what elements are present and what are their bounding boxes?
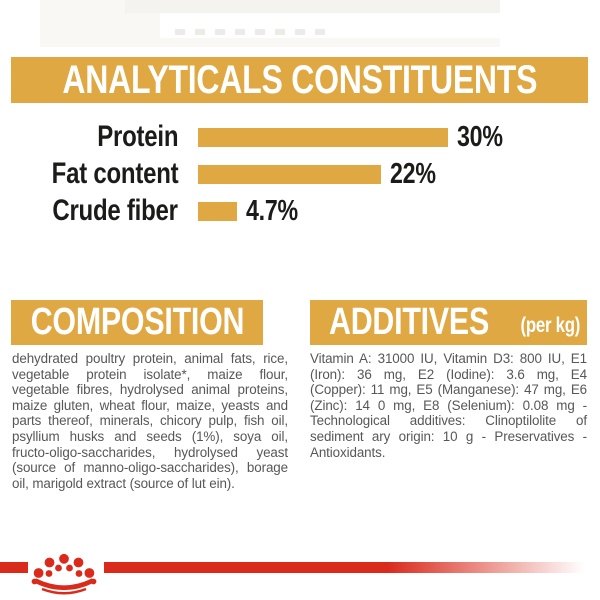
faded-artwork-dashes [175,29,335,35]
bar [198,127,448,147]
bar-label: Fat content [51,157,178,191]
bar [198,164,382,184]
chart-row: Crude fiber 4.7% [0,194,600,227]
additives-title: ADDITIVES [329,301,490,343]
additives-unit-suffix: (per kg) [520,314,581,337]
additives-text: Vitamin A: 31000 IU, Vitamin D3: 800 IU,… [310,351,587,460]
chart-row: Protein 30% [0,120,600,153]
composition-header: COMPOSITION [11,300,263,345]
bar-value: 22% [390,157,437,190]
bar-value: 4.7% [246,194,299,227]
composition-title: COMPOSITION [30,301,244,343]
bar [198,201,238,221]
composition-text: dehydrated poultry protein, animal fats,… [12,351,288,491]
chart-row: Fat content 22% [0,157,600,190]
royal-canin-crown-icon [31,553,97,595]
bar-label: Protein [97,120,178,153]
additives-header: ADDITIVES (per kg) [310,300,587,345]
nutrition-bar-chart: Protein 30% Fat content 22% Crude fiber 4.7% [0,120,600,239]
analyticals-constituents-header: ANALYTICALS CONSTITUENTS [11,57,588,103]
brand-stripe-right [104,562,600,573]
bar-value: 30% [457,120,503,153]
faded-artwork-band [125,0,500,13]
faded-artwork-band [40,38,500,47]
analyticals-constituents-title: ANALYTICALS CONSTITUENTS [62,57,537,102]
brand-stripe-left [0,562,28,573]
bar-label: Crude fiber [52,194,179,228]
